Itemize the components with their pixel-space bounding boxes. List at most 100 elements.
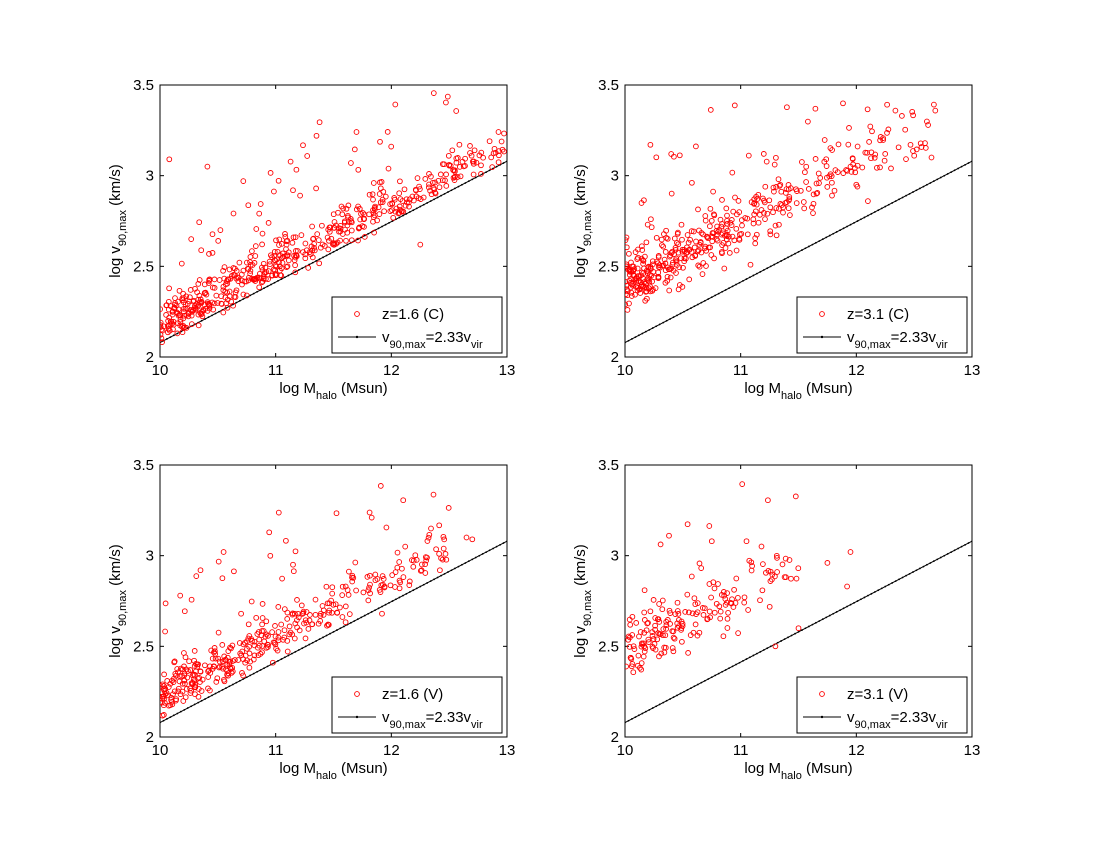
data-point [625, 278, 629, 285]
data-point [349, 578, 356, 585]
data-point [289, 631, 296, 638]
data-point [188, 596, 195, 603]
data-point [361, 224, 367, 230]
line-dot [762, 649, 765, 651]
line-dot [627, 339, 630, 342]
data-point [781, 574, 788, 580]
data-point [626, 616, 633, 623]
line-dot [169, 716, 172, 719]
data-point [253, 275, 260, 282]
data-point [346, 611, 353, 617]
data-point [859, 164, 866, 171]
line-dot [842, 607, 845, 610]
data-point [650, 597, 657, 603]
data-point [805, 118, 811, 125]
data-point [167, 680, 174, 687]
line-dot [308, 643, 311, 646]
line-dot [853, 221, 855, 224]
data-point [814, 190, 821, 196]
y-axis-label-group: log v90,max (km/s) [107, 164, 129, 278]
data-point [778, 188, 785, 195]
data-point [328, 235, 335, 242]
line-dot [696, 303, 699, 306]
line-dot [488, 169, 491, 172]
line-dot [415, 207, 418, 210]
data-point [874, 164, 880, 171]
label-part: (Msun) [802, 760, 853, 777]
line-dot [783, 258, 786, 261]
data-point [404, 199, 410, 206]
data-point [654, 636, 661, 643]
data-point [240, 291, 247, 298]
data-point [648, 216, 654, 223]
data-point [645, 620, 651, 626]
line-dot [946, 173, 949, 175]
data-point [643, 239, 650, 246]
data-point [769, 576, 775, 583]
data-point [176, 287, 183, 294]
data-point [771, 188, 777, 195]
data-point [788, 575, 794, 582]
line-dot [277, 660, 279, 662]
data-point [499, 146, 506, 153]
line-dot [197, 701, 200, 704]
line-dot [356, 618, 359, 621]
data-point [160, 306, 164, 312]
data-point [269, 272, 276, 279]
data-point [652, 285, 659, 291]
data-point [707, 205, 714, 212]
data-point [743, 538, 750, 545]
line-dot [214, 692, 217, 695]
data-point [270, 659, 276, 666]
data-point [293, 253, 300, 260]
data-point [704, 234, 711, 241]
data-point [385, 165, 392, 172]
line-dot [943, 174, 946, 177]
label-part: log v [572, 626, 589, 658]
line-dot [329, 252, 331, 255]
data-point [714, 237, 721, 244]
data-point [253, 226, 260, 232]
data-point [329, 584, 336, 591]
data-point [884, 101, 890, 108]
data-point [433, 546, 439, 553]
data-point [762, 216, 768, 222]
legend-label-scatter: z=3.1 (V) [847, 686, 908, 703]
line-dot [818, 620, 821, 622]
data-point [417, 186, 423, 192]
data-point [835, 141, 842, 148]
line-dot [308, 263, 311, 266]
data-point [402, 543, 409, 550]
data-point [468, 152, 475, 159]
data-point [166, 314, 173, 321]
x-axis-label: log Mhalo (Msun) [279, 760, 387, 782]
line-dot [301, 267, 304, 270]
label-part: log v [107, 246, 124, 278]
data-point [664, 235, 671, 242]
plot-area [160, 90, 507, 345]
line-dot [266, 285, 269, 288]
data-point [450, 167, 456, 173]
data-point [284, 237, 291, 244]
data-point [262, 269, 268, 276]
data-point [279, 575, 285, 582]
data-point [196, 277, 203, 283]
data-point [360, 210, 366, 216]
data-point [724, 615, 731, 622]
line-dot [370, 611, 373, 613]
label-part: 90,max [390, 719, 427, 731]
data-point [275, 509, 282, 516]
data-point [733, 247, 740, 254]
data-point [298, 232, 305, 238]
data-point [625, 663, 629, 670]
line-dot [353, 620, 356, 622]
data-point [785, 205, 792, 212]
data-point [795, 625, 802, 632]
data-point [693, 143, 699, 150]
data-point [463, 534, 470, 541]
x-tick-label: 12 [383, 742, 400, 759]
data-point [181, 663, 187, 670]
line-dot [506, 160, 507, 163]
